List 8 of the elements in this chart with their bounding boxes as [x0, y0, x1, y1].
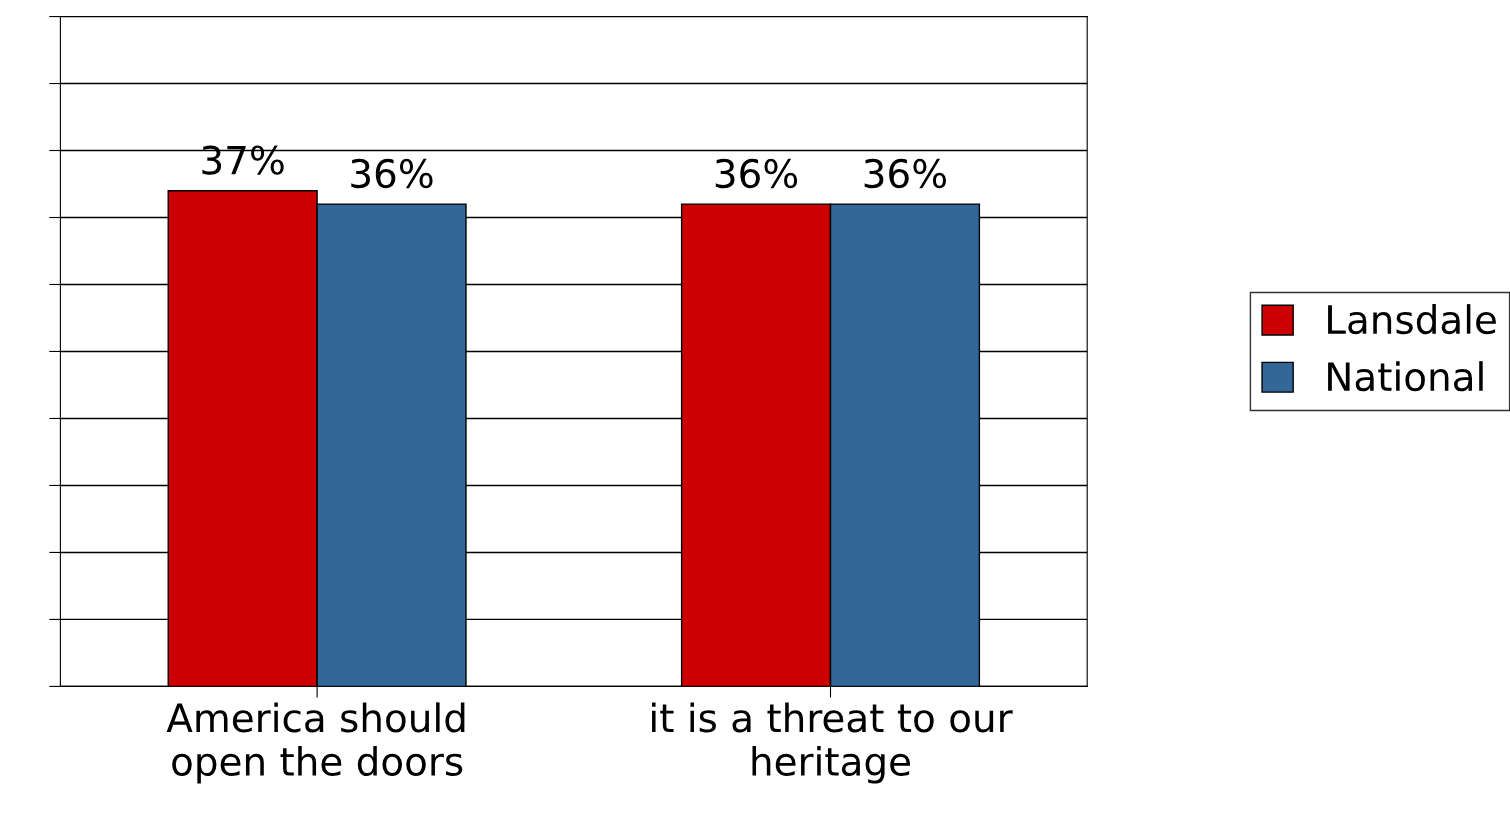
- x-tick-label: America should open the doors: [166, 702, 465, 784]
- legend-label: Lansdale: [1328, 304, 1496, 335]
- data-label: 36%: [351, 158, 433, 189]
- legend-label: National: [1328, 361, 1483, 392]
- x-tick-label: it is a threat to our heritage: [652, 702, 1013, 784]
- data-label: 37%: [202, 145, 284, 175]
- data-label: 36%: [864, 158, 947, 189]
- data-label: 36%: [715, 158, 798, 189]
